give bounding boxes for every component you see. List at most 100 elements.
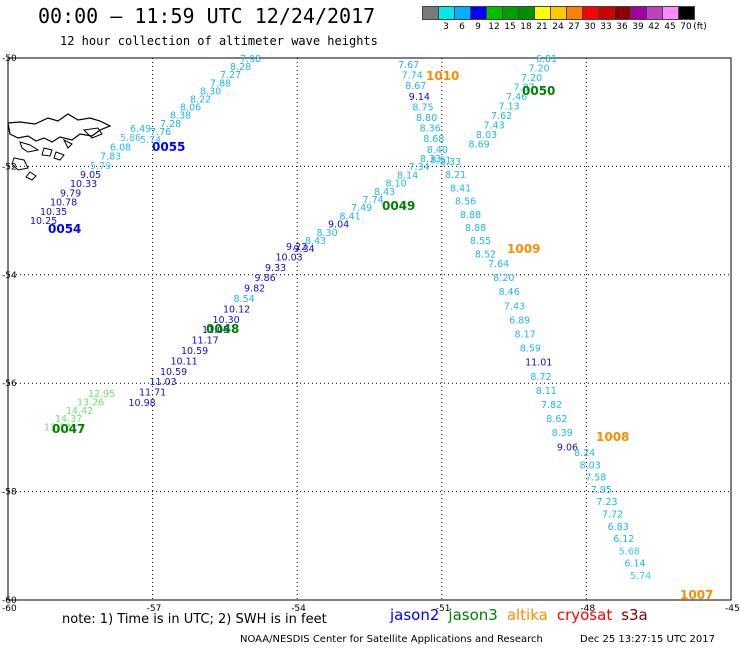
page-subtitle: 12 hour collection of altimeter wave hei… (60, 34, 378, 48)
wave-height-value: 10.25 (30, 216, 57, 227)
island-landmass (7, 113, 112, 181)
longitude-label: -60 (2, 604, 17, 614)
wave-height-value: 8.20 (493, 273, 514, 284)
wave-height-value: 8.69 (469, 140, 490, 151)
wave-height-value: 7.82 (541, 400, 562, 411)
wave-height-value: 13.18 (44, 423, 71, 434)
wave-height-value: 9.86 (255, 273, 276, 284)
wave-height-value: 7.87 (514, 83, 535, 94)
wave-height-value: 5.74 (140, 135, 161, 146)
wave-height-value: 11.03 (150, 377, 177, 388)
wave-height-value: 9.82 (244, 284, 265, 295)
colorbar-label: 18 (520, 22, 532, 32)
wave-height-value: 8.72 (530, 372, 551, 383)
altimeter-tracks: 6.495.866.087.835.799.0510.339.7910.7810… (30, 54, 713, 602)
wave-height-value: 7.28 (160, 119, 181, 130)
wave-height-value: 8.28 (230, 62, 251, 73)
wave-height-value: 8.88 (465, 223, 486, 234)
colorbar-label: 39 (632, 22, 644, 32)
wave-height-value: 7.46 (506, 92, 527, 103)
wave-height-value: 8.51 (430, 155, 451, 166)
latitude-label: -52 (2, 162, 17, 172)
wave-height-value: 7.88 (210, 78, 231, 89)
wave-height-value: 5.86 (120, 133, 141, 144)
wave-height-value: 7.74 (363, 195, 384, 206)
longitude-label: -57 (147, 604, 162, 614)
wave-height-value: 8.06 (180, 103, 201, 114)
satellite-legend: jason2 jason3 altika cryosat s3a (390, 606, 657, 624)
colorbar-label: 3 (443, 22, 449, 32)
wave-height-value: 8.11 (536, 386, 557, 397)
wave-height-value: 8.41 (450, 183, 471, 194)
wave-height-value: 5.68 (619, 546, 640, 557)
wave-height-value: 11.05 (202, 325, 229, 336)
wave-height-value: 7.49 (351, 203, 372, 214)
track-id-label: 0048 (206, 322, 239, 336)
wave-height-value: 14.42 (66, 406, 93, 417)
wave-height-value: 8.56 (455, 197, 476, 208)
wave-height-value: 8.52 (475, 249, 496, 260)
footer-timestamp: Dec 25 13:27:15 UTC 2017 (580, 634, 715, 645)
page-title: 00:00 – 11:59 UTC 12/24/2017 (38, 4, 376, 28)
wave-height-value: 8.88 (460, 210, 481, 221)
wave-height-value: 7.20 (529, 64, 550, 75)
wave-height-value: 11.71 (139, 388, 166, 399)
legend-s3a: s3a (621, 606, 648, 624)
wave-height-value: 9.79 (60, 188, 81, 199)
track-id-label: 0047 (52, 422, 85, 436)
wave-height-value: 8.22 (190, 95, 211, 106)
wave-height-value: 8.80 (416, 113, 437, 124)
wave-height-value: 10.78 (50, 198, 77, 209)
wave-height-value: 10.12 (223, 304, 250, 315)
wave-height-value: 7.43 (484, 121, 505, 132)
wave-height-value: 8.10 (386, 179, 407, 190)
latitude-label: -60 (2, 596, 17, 606)
wave-height-value: 7.64 (488, 259, 509, 270)
colorbar-label: (ft) (693, 22, 707, 32)
colorbar-label: 30 (584, 22, 596, 32)
wave-height-value: 7.76 (150, 127, 171, 138)
wave-height-value: 6.89 (509, 315, 530, 326)
wave-height-value: 10.11 (171, 356, 198, 367)
wave-height-value: 8.43 (374, 187, 395, 198)
wave-height-value: 6.83 (608, 522, 629, 533)
wave-height-value: 8.62 (546, 414, 567, 425)
wave-height-value: 7.23 (596, 497, 617, 508)
track-id-label: 0054 (48, 222, 81, 236)
wave-height-value: 8.59 (520, 344, 541, 355)
wave-height-value: 8.54 (234, 294, 255, 305)
footer-note: note: 1) Time is in UTC; 2) SWH is in fe… (62, 612, 327, 627)
wave-height-value: 10.03 (276, 252, 303, 263)
track-id-label: 1007 (680, 588, 713, 602)
wave-height-value: 8.46 (499, 287, 520, 298)
wave-height-value: 11.17 (192, 336, 219, 347)
wave-height-value: 7.98 (240, 54, 261, 65)
wave-height-value: 14.37 (55, 414, 82, 425)
colorbar-labels: 3 6 9 12 15 18 21 24 27 30 33 36 39 42 45 70 (ft) (422, 22, 740, 36)
wave-height-value: 9.14 (409, 92, 430, 103)
wave-height-value: 6.49 (130, 124, 151, 135)
legend-jason3: jason3 (448, 606, 498, 624)
wave-height-value: 12.95 (88, 389, 115, 400)
axis-labels: -50 -52 -54 -56 -58 -60-60 -57 -54 -51 -48 -45 (2, 54, 740, 614)
wave-height-value: 9.04 (328, 220, 349, 231)
track-id-label: 0055 (152, 140, 185, 154)
legend-altika: altika (506, 606, 548, 624)
wave-height-value: 6.08 (110, 142, 131, 153)
latitude-label: -56 (2, 379, 17, 389)
colorbar-label: 45 (664, 22, 676, 32)
wave-height-value: 13.26 (77, 397, 104, 408)
colorbar-label: 6 (459, 22, 465, 32)
wave-height-value: 7.67 (398, 60, 419, 71)
latitude-label: -58 (2, 488, 17, 498)
wave-height-value: 10.35 (40, 207, 67, 218)
longitude-label: -48 (580, 604, 595, 614)
colorbar-label: 12 (488, 22, 500, 32)
wave-height-value: 10.59 (181, 346, 208, 357)
wave-height-value: 10.59 (160, 367, 187, 378)
longitude-label: -51 (436, 604, 451, 614)
wave-height-value: 8.30 (200, 86, 221, 97)
footer-credit: NOAA/NESDIS Center for Satellite Applica… (240, 634, 543, 645)
wave-height-value: 7.43 (504, 301, 525, 312)
